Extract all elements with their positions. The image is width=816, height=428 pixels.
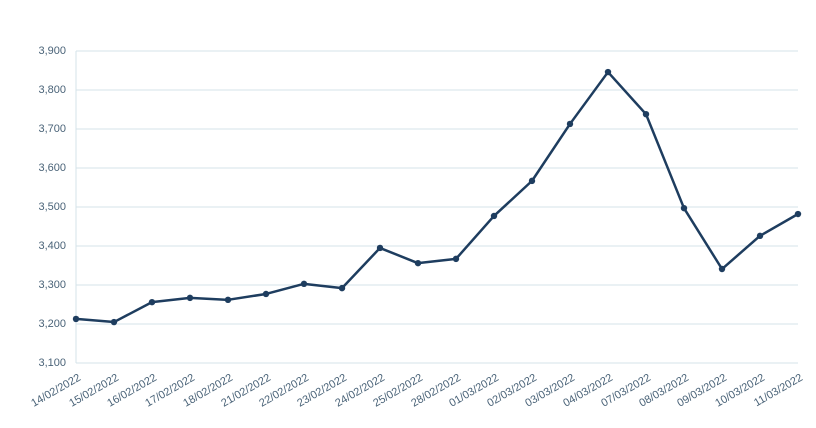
point [566,120,574,128]
point [224,296,232,304]
point [72,315,80,323]
point [452,255,460,263]
point [262,290,270,298]
point [794,210,802,218]
y-tick-label: 3,400 [38,240,66,252]
point [756,232,764,240]
point [338,284,346,292]
point [528,177,536,185]
y-tick-label: 3,600 [38,162,66,174]
point [604,68,612,76]
y-tick-label: 3,300 [38,279,66,291]
point [148,298,156,306]
point [490,212,498,220]
point [376,244,384,252]
point [680,204,688,212]
line [75,70,799,324]
y-tick-label: 3,800 [38,84,66,96]
y-tick-label: 3,700 [38,123,66,135]
point [642,110,650,118]
point [414,259,422,267]
point [110,318,118,326]
point [186,294,194,302]
point [718,265,726,273]
y-tick-label: 3,100 [38,357,66,369]
y-tick-label: 3,200 [38,318,66,330]
point [300,280,308,288]
y-tick-label: 3,900 [38,45,66,57]
y-tick-label: 3,500 [38,201,66,213]
